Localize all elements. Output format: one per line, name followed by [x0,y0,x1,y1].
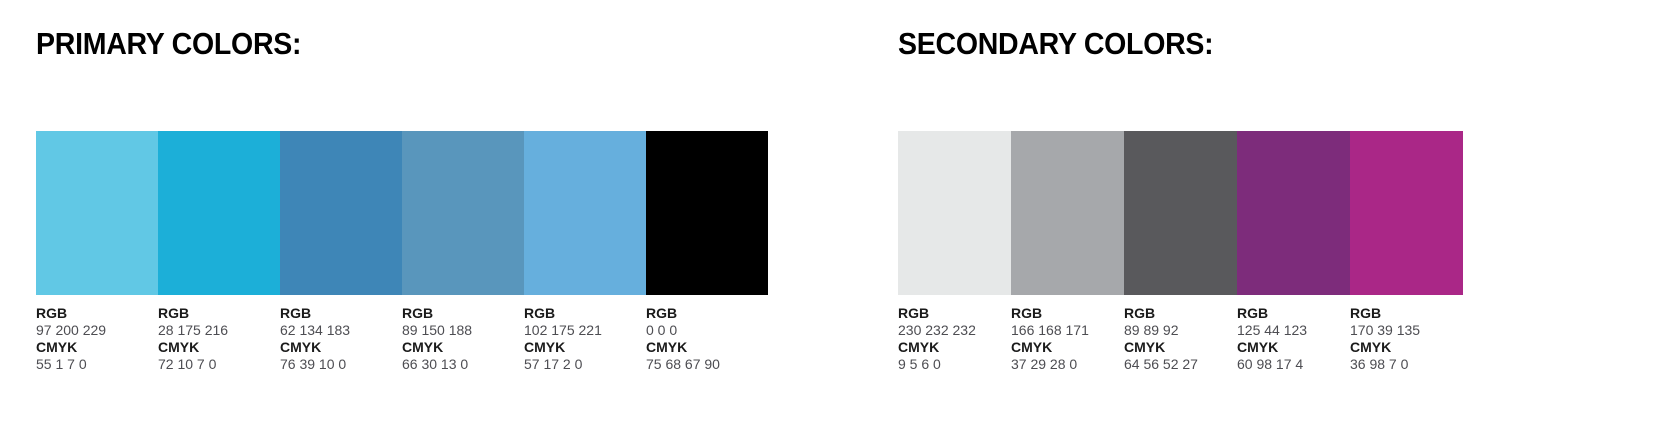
cmyk-label: CMYK [1124,339,1166,355]
cmyk-value: 64 56 52 27 [1124,356,1198,372]
secondary-legend: RGB 230 232 232 CMYK 9 5 6 0 RGB 166 168 171 C… [898,305,1463,373]
cmyk-label: CMYK [402,339,444,355]
color-info-sky-blue: RGB 102 175 221 CMYK 57 17 2 0 [524,305,646,373]
color-swatch-cyan-blue [158,131,280,295]
rgb-value: 170 39 135 [1350,322,1421,338]
rgb-label: RGB [1011,305,1043,321]
color-swatch-sky-blue [524,131,646,295]
primary-legend: RGB 97 200 229 CMYK 55 1 7 0 RGB 28 175 216 CM… [36,305,768,373]
color-info-slate-blue: RGB 89 150 188 CMYK 66 30 13 0 [402,305,524,373]
cmyk-label: CMYK [1011,339,1053,355]
color-info-dark-gray: RGB 89 89 92 CMYK 64 56 52 27 [1124,305,1237,373]
cmyk-label: CMYK [898,339,940,355]
rgb-label: RGB [1350,305,1382,321]
color-swatch-magenta [1350,131,1463,295]
rgb-label: RGB [280,305,312,321]
rgb-value: 89 89 92 [1124,322,1179,338]
cmyk-label: CMYK [280,339,322,355]
rgb-value: 0 0 0 [646,322,678,338]
rgb-label: RGB [898,305,930,321]
color-info-light-blue: RGB 97 200 229 CMYK 55 1 7 0 [36,305,158,373]
color-info-light-gray: RGB 230 232 232 CMYK 9 5 6 0 [898,305,1011,373]
cmyk-value: 9 5 6 0 [898,356,941,372]
rgb-value: 102 175 221 [524,322,602,338]
rgb-label: RGB [1237,305,1269,321]
secondary-colors-heading: SECONDARY COLORS: [898,26,1214,61]
color-swatch-slate-blue [402,131,524,295]
cmyk-label: CMYK [524,339,566,355]
rgb-value: 166 168 171 [1011,322,1089,338]
color-info-medium-gray: RGB 166 168 171 CMYK 37 29 28 0 [1011,305,1124,373]
cmyk-value: 37 29 28 0 [1011,356,1078,372]
cmyk-label: CMYK [158,339,200,355]
cmyk-label: CMYK [1237,339,1279,355]
cmyk-label: CMYK [1350,339,1392,355]
color-swatch-light-blue [36,131,158,295]
color-swatch-medium-gray [1011,131,1124,295]
rgb-label: RGB [402,305,434,321]
color-swatch-deep-purple [1237,131,1350,295]
cmyk-label: CMYK [36,339,78,355]
rgb-value: 125 44 123 [1237,322,1308,338]
cmyk-value: 75 68 67 90 [646,356,720,372]
rgb-value: 230 232 232 [898,322,976,338]
cmyk-label: CMYK [646,339,688,355]
color-info-steel-blue: RGB 62 134 183 CMYK 76 39 10 0 [280,305,402,373]
rgb-value: 62 134 183 [280,322,351,338]
secondary-swatch-bar [898,131,1463,295]
cmyk-value: 60 98 17 4 [1237,356,1304,372]
rgb-label: RGB [1124,305,1156,321]
cmyk-value: 72 10 7 0 [158,356,217,372]
primary-swatch-bar [36,131,768,295]
rgb-label: RGB [36,305,68,321]
primary-colors-heading: PRIMARY COLORS: [36,26,302,61]
cmyk-value: 57 17 2 0 [524,356,583,372]
rgb-label: RGB [158,305,190,321]
color-info-black: RGB 0 0 0 CMYK 75 68 67 90 [646,305,768,373]
cmyk-value: 66 30 13 0 [402,356,469,372]
color-info-deep-purple: RGB 125 44 123 CMYK 60 98 17 4 [1237,305,1350,373]
cmyk-value: 55 1 7 0 [36,356,87,372]
color-swatch-dark-gray [1124,131,1237,295]
rgb-value: 97 200 229 [36,322,107,338]
rgb-label: RGB [646,305,678,321]
color-swatch-light-gray [898,131,1011,295]
color-swatch-steel-blue [280,131,402,295]
rgb-value: 89 150 188 [402,322,473,338]
color-info-magenta: RGB 170 39 135 CMYK 36 98 7 0 [1350,305,1463,373]
color-info-cyan-blue: RGB 28 175 216 CMYK 72 10 7 0 [158,305,280,373]
cmyk-value: 76 39 10 0 [280,356,347,372]
rgb-label: RGB [524,305,556,321]
color-swatch-black [646,131,768,295]
cmyk-value: 36 98 7 0 [1350,356,1409,372]
rgb-value: 28 175 216 [158,322,229,338]
